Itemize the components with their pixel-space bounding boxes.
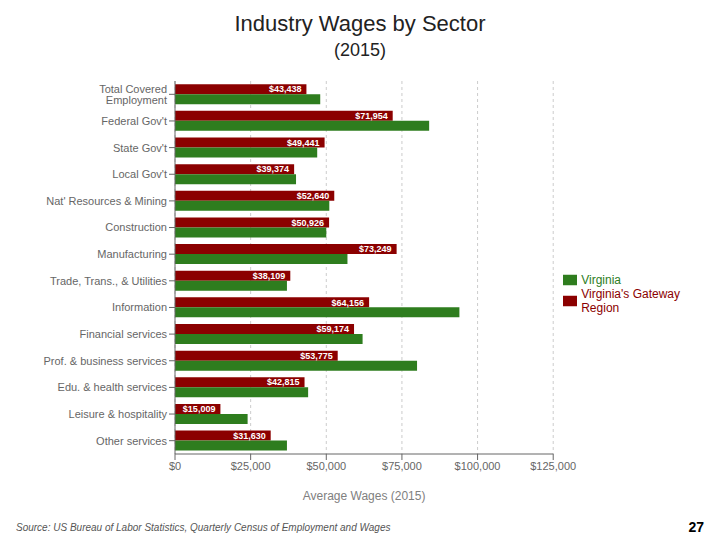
svg-text:Nat' Resources & Mining: Nat' Resources & Mining <box>46 195 167 207</box>
svg-text:Total CoveredEmployment: Total CoveredEmployment <box>99 83 167 106</box>
html-text:Virginia: Virginia <box>581 273 621 288</box>
html-text:27: 27 <box>688 519 704 535</box>
svg-text:Information: Information <box>112 301 167 313</box>
svg-text:Other services: Other services <box>96 435 167 447</box>
svg-text:Trade, Trans., & Utilities: Trade, Trans., & Utilities <box>50 275 167 287</box>
svg-text:Prof. & business services: Prof. & business services <box>44 355 168 367</box>
svg-text:$43,438: $43,438 <box>269 84 302 94</box>
svg-text:$59,174: $59,174 <box>316 324 349 334</box>
svg-text:$31,630: $31,630 <box>233 431 266 441</box>
svg-text:Average Wages (2015): Average Wages (2015) <box>303 489 426 503</box>
svg-text:Local Gov't: Local Gov't <box>112 168 167 180</box>
svg-text:$50,000: $50,000 <box>306 460 346 472</box>
html-text:Virginia's Gateway Region: Virginia's Gateway Region <box>581 287 680 316</box>
svg-text:$50,926: $50,926 <box>292 218 325 228</box>
svg-text:Construction: Construction <box>105 221 167 233</box>
svg-text:$52,640: $52,640 <box>297 191 330 201</box>
svg-text:Financial services: Financial services <box>80 328 168 340</box>
html-text:Industry Wages by Sector: Industry Wages by Sector <box>234 11 486 36</box>
svg-text:Federal Gov't: Federal Gov't <box>101 115 167 127</box>
svg-text:$71,954: $71,954 <box>355 111 388 121</box>
html-text:(2015): (2015) <box>334 40 386 60</box>
svg-text:$73,249: $73,249 <box>359 244 392 254</box>
svg-text:Manufacturing: Manufacturing <box>97 248 167 260</box>
svg-text:$42,815: $42,815 <box>267 377 300 387</box>
svg-text:$15,009: $15,009 <box>183 404 216 414</box>
svg-text:$49,441: $49,441 <box>287 138 320 148</box>
html-text:Source: US Bureau of Labor Sta: Source: US Bureau of Labor Statistics, Q… <box>16 521 391 533</box>
svg-text:$38,109: $38,109 <box>253 271 286 281</box>
svg-text:$125,000: $125,000 <box>530 460 576 472</box>
svg-text:$64,156: $64,156 <box>332 298 365 308</box>
svg-text:$53,775: $53,775 <box>300 351 333 361</box>
svg-text:State Gov't: State Gov't <box>113 142 167 154</box>
svg-text:$25,000: $25,000 <box>231 460 271 472</box>
svg-text:$39,374: $39,374 <box>257 164 290 174</box>
svg-text:Leisure & hospitality: Leisure & hospitality <box>69 408 168 420</box>
svg-text:$0: $0 <box>169 460 181 472</box>
svg-text:Edu. & health services: Edu. & health services <box>58 381 168 393</box>
svg-text:$100,000: $100,000 <box>455 460 501 472</box>
svg-text:$75,000: $75,000 <box>382 460 422 472</box>
